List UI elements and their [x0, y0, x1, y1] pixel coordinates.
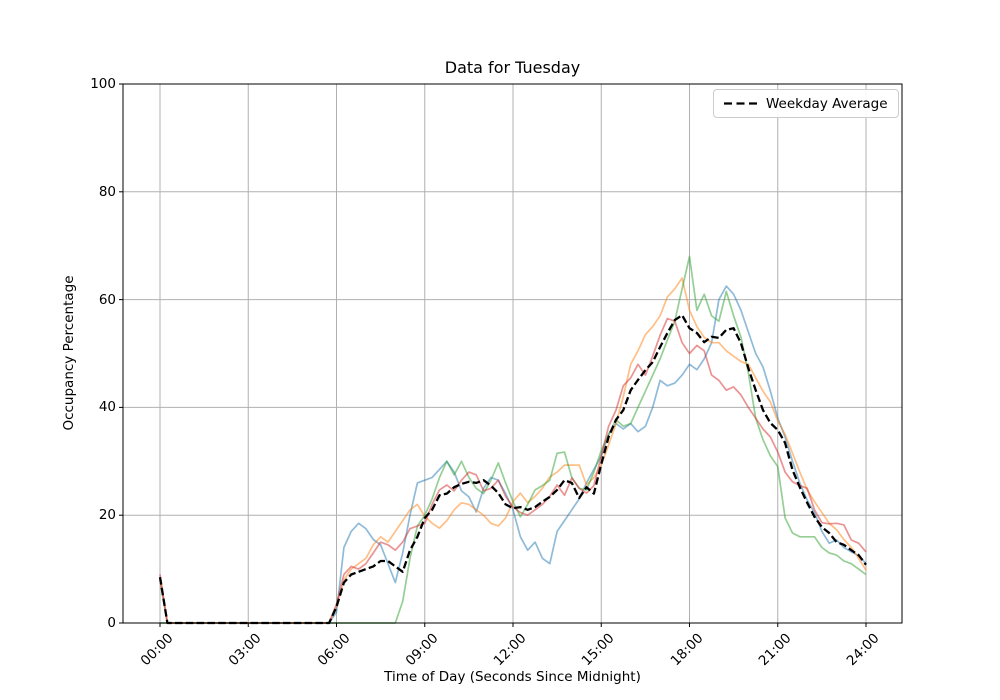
legend-label: Weekday Average	[766, 95, 888, 112]
y-tick-label: 40	[98, 399, 116, 416]
legend: Weekday Average	[713, 89, 899, 118]
chart-title: Data for Tuesday	[444, 58, 581, 77]
y-tick-label: 80	[98, 183, 116, 200]
y-tick-label: 0	[107, 615, 116, 631]
x-axis-label: Time of Day (Seconds Since Midnight)	[384, 669, 641, 685]
y-tick-label: 60	[98, 291, 116, 308]
y-tick-label: 100	[90, 76, 116, 92]
y-tick-label: 20	[98, 507, 116, 524]
legend-dashed-line-icon	[724, 102, 757, 105]
